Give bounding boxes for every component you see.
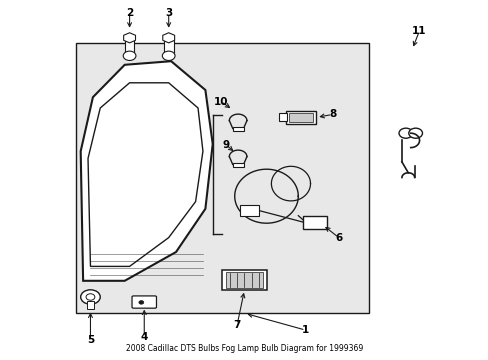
Text: 6: 6: [335, 233, 342, 243]
Bar: [232, 127, 243, 131]
Circle shape: [81, 290, 100, 304]
Circle shape: [398, 128, 412, 138]
Text: 1: 1: [302, 325, 308, 335]
Bar: [226, 272, 262, 288]
Text: 2008 Cadillac DTS Bulbs Fog Lamp Bulb Diagram for 1999369: 2008 Cadillac DTS Bulbs Fog Lamp Bulb Di…: [125, 344, 363, 353]
Circle shape: [408, 128, 422, 138]
Bar: [163, 40, 173, 54]
Text: 10: 10: [213, 96, 228, 107]
Bar: [303, 216, 326, 229]
Bar: [239, 205, 259, 216]
Bar: [289, 113, 312, 122]
Text: 3: 3: [165, 8, 172, 18]
FancyBboxPatch shape: [132, 296, 156, 308]
Bar: [279, 113, 286, 121]
Text: 4: 4: [140, 332, 148, 342]
Text: 7: 7: [233, 320, 241, 330]
Polygon shape: [123, 33, 135, 43]
Text: 9: 9: [222, 140, 229, 150]
Bar: [76, 43, 368, 313]
Circle shape: [123, 51, 136, 60]
Circle shape: [162, 51, 175, 60]
Polygon shape: [163, 33, 174, 43]
Bar: [87, 301, 94, 309]
Text: 2: 2: [126, 8, 133, 18]
Bar: [285, 111, 316, 124]
Bar: [232, 163, 243, 167]
Text: 8: 8: [328, 109, 335, 120]
Polygon shape: [88, 83, 203, 266]
Circle shape: [139, 301, 143, 304]
Bar: [222, 270, 266, 290]
Text: 11: 11: [411, 26, 426, 36]
Polygon shape: [81, 61, 212, 281]
Bar: [124, 40, 134, 54]
Circle shape: [86, 294, 95, 300]
Text: 5: 5: [87, 335, 94, 345]
